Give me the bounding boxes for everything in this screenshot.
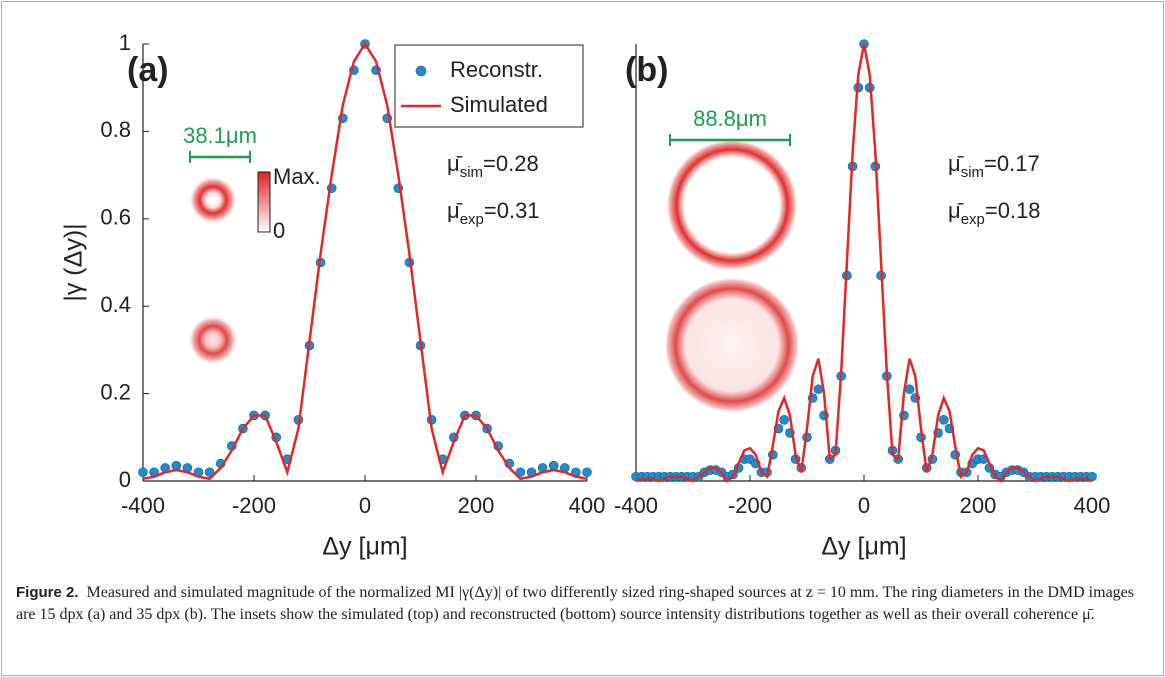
inset-reconstructed [664,277,800,413]
stat-value: =0.18 [985,198,1041,223]
y-tick-label: 0.4 [100,292,131,317]
caption-label: Figure 2. [16,584,79,601]
inset-reconstructed [188,315,238,365]
data-point [904,384,915,395]
data-point [204,467,215,478]
x-tick-label: 0 [359,493,371,518]
panel-label: (a) [127,51,169,89]
data-point [938,415,949,425]
y-tick-label: 0.8 [100,117,131,142]
stat-subscript: exp [961,211,985,228]
stat-symbol: μ̄ [948,198,964,223]
figure: -400 -200 0 200 400 0 0.2 0.4 0.6 0.8 1 Δy [μm] |γ (… [60,30,1111,561]
y-tick-label: 1 [119,30,131,55]
legend [394,44,584,128]
stat-subscript: sim [961,164,984,181]
data-point [515,467,526,478]
scale-bar-label: 38.1μm [183,123,257,148]
stat-value: =0.31 [484,198,540,223]
sim-line [635,43,1093,483]
y-tick-label: 0.6 [100,205,131,230]
x-tick-label: -400 [121,493,165,518]
x-axis-label: Δy [μm] [821,533,906,561]
stat-symbol: μ̄ [447,198,463,223]
x-tick-label: 400 [569,493,606,518]
y-tick-label: 0.2 [100,379,131,404]
legend-label: Simulated [450,92,548,117]
legend-label: Reconstr. [450,57,543,82]
x-tick-label: -200 [728,493,772,518]
x-axis-label: Δy [μm] [322,533,407,561]
stat-annotation: μ̄sim=0.28 [447,151,539,181]
x-tick-label: -400 [614,493,658,518]
inset-simulated [666,139,798,271]
stat-annotation: μ̄exp=0.31 [447,198,540,228]
data-point [813,384,824,395]
stat-symbol: μ̄ [447,151,463,176]
caption-text: Measured and simulated magnitude of the … [16,584,1134,623]
x-tick-label: -200 [232,493,276,518]
stat-symbol: μ̄ [948,151,964,176]
x-tick-label: 0 [858,493,870,518]
data-point [582,467,592,478]
x-tick-label: 200 [458,493,495,518]
stat-subscript: sim [460,164,483,181]
y-tick-label: 0 [119,467,131,492]
x-tick-label: 400 [1074,493,1111,518]
stat-value: =0.17 [984,151,1040,176]
y-axis-label: |γ (Δy)| [60,223,88,301]
scale-bar-label: 88.8μm [693,106,767,131]
stat-subscript: exp [460,211,484,228]
stat-value: =0.28 [483,151,539,176]
x-tick-label: 200 [960,493,997,518]
data-point [779,415,790,425]
colorbar-label: 0 [273,218,285,243]
colorbar [257,171,271,233]
caption: Figure 2. Measured and simulated magnitud… [16,582,1136,626]
data-point [138,467,148,478]
stat-annotation: μ̄sim=0.17 [948,151,1040,181]
inset-simulated [189,176,237,224]
legend-swatch [415,65,427,77]
stat-annotation: μ̄exp=0.18 [948,198,1041,228]
sim-line [142,41,588,481]
colorbar-label: Max. [273,164,321,189]
panel-label: (b) [625,51,668,89]
